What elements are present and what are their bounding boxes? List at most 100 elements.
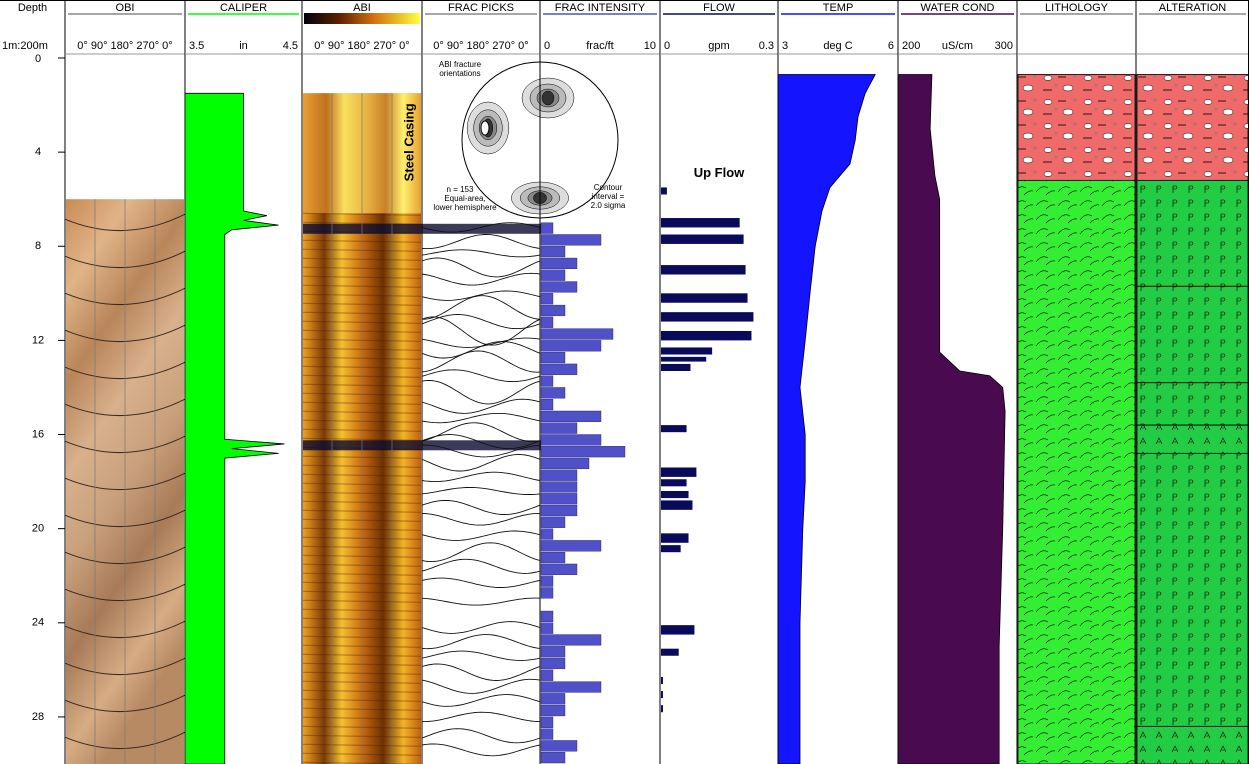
fracture-sinusoid: [421, 369, 541, 383]
track: FRAC INTENSITY 0 frac/ft 10: [539, 0, 660, 764]
fracture-sinusoid: [421, 341, 541, 359]
intensity-bar: [540, 410, 602, 422]
flow-bar: [661, 425, 687, 433]
fracture-sinusoid: [421, 454, 541, 472]
track-scale: 0° 90° 180° 270° 0°: [77, 40, 172, 52]
intensity-bar: [540, 246, 566, 258]
depth-label: 0: [35, 53, 41, 65]
track: FLOW 0 gpm 0.3 Up Flow: [659, 0, 778, 764]
track: ALTERATION: [1135, 0, 1249, 764]
curve-fill: [777, 74, 876, 764]
depth-label: 24: [32, 617, 44, 629]
fracture-sinusoid: [421, 487, 541, 495]
fracture-sinusoid: [421, 257, 541, 278]
depth-label: 8: [35, 240, 41, 252]
fracture-sinusoid: [421, 272, 541, 286]
intensity-bar: [540, 681, 602, 693]
contour: [541, 90, 555, 106]
fracture-sinusoid: [421, 634, 541, 650]
flow-bar: [661, 234, 744, 244]
fracture-sinusoid: [421, 530, 541, 541]
track-title: ABI: [353, 2, 371, 14]
unit-pattern: [1137, 726, 1248, 764]
intensity-bar: [540, 610, 554, 622]
intensity-bar: [540, 304, 566, 317]
stereonet-note: n = 153: [447, 185, 474, 194]
fracture-sinusoid: [421, 444, 541, 458]
track-title: Depth: [18, 2, 47, 14]
stereonet-note: interval =: [592, 192, 625, 201]
fracture-sinusoid: [421, 650, 541, 661]
scale-min: 200: [902, 40, 920, 52]
depth-label: 16: [32, 428, 44, 440]
flow-bar: [661, 676, 663, 684]
intensity-bar: [540, 399, 554, 411]
intensity-bar: [540, 728, 554, 740]
stereonet-note: Equal-area,: [444, 194, 485, 203]
flow-bar: [661, 479, 687, 487]
intensity-bar: [540, 363, 578, 375]
fracture-sinusoid: [421, 398, 541, 414]
intensity-bar: [540, 716, 554, 728]
fracture-sinusoid: [421, 379, 541, 405]
intensity-bar: [540, 552, 566, 564]
flow-annotation: Up Flow: [694, 165, 745, 180]
scale-unit: uS/cm: [942, 40, 973, 52]
intensity-bar: [540, 587, 554, 599]
unit-pattern: [1137, 382, 1248, 426]
fracture-sinusoid: [421, 314, 541, 330]
fracture-sinusoid: [421, 316, 541, 346]
intensity-bar: [540, 446, 626, 458]
flow-bar: [661, 218, 740, 228]
unit-pattern: [1137, 286, 1248, 383]
intensity-bar: [540, 434, 602, 446]
scale-min: 3: [782, 40, 788, 52]
stereonet-note: 2.0 sigma: [591, 201, 626, 210]
flow-bar: [661, 500, 693, 510]
scale-unit: deg C: [823, 40, 852, 52]
intensity-bar: [540, 422, 578, 434]
intensity-bar: [540, 481, 578, 493]
intensity-bar: [540, 222, 554, 234]
scale-unit: in: [239, 40, 248, 52]
stereonet-note: orientations: [439, 69, 480, 78]
flow-bar: [661, 648, 679, 656]
track-title: LITHOLOGY: [1045, 2, 1109, 14]
intensity-bar: [540, 457, 590, 470]
casing-label: Steel Casing: [401, 103, 416, 181]
pole-max: [480, 120, 490, 136]
scale-min: 0: [664, 40, 670, 52]
scale-max: 6: [888, 40, 894, 52]
flow-bar: [661, 545, 681, 553]
intensity-bar: [540, 575, 554, 587]
unit-pattern: [1137, 453, 1248, 727]
track-scale: 0° 90° 180° 270° 0°: [433, 40, 528, 52]
fracture-sinusoid: [421, 597, 541, 606]
flow-bar: [661, 265, 746, 275]
flow-bar: [661, 491, 689, 499]
fracture-sinusoid: [421, 412, 541, 424]
track-scale: 0° 90° 180° 270° 0°: [314, 40, 409, 52]
flow-bar: [661, 533, 689, 543]
color-bar: [304, 13, 420, 24]
intensity-bar: [540, 387, 566, 399]
intensity-bar: [540, 646, 566, 658]
depth-label: 28: [32, 711, 44, 723]
fracture-sinusoid: [421, 743, 541, 757]
fracture-sinusoid: [422, 295, 541, 320]
track: CALIPER 3.5 in 4.5: [184, 0, 302, 764]
intensity-bar: [540, 293, 554, 305]
track: FRAC PICKS 0° 90° 180° 270° 0° ABI fractur…: [421, 0, 626, 764]
curve-fill: [897, 74, 1006, 764]
flow-bar: [661, 187, 667, 195]
scale-max: 4.5: [283, 40, 298, 52]
depth-label: 4: [35, 146, 41, 158]
fracture-sinusoid: [421, 558, 541, 574]
depth-label: 12: [32, 334, 44, 346]
fracture-sinusoid: [421, 222, 541, 233]
fracture-sinusoid: [421, 434, 541, 450]
fracture-sinusoid: [422, 711, 541, 723]
